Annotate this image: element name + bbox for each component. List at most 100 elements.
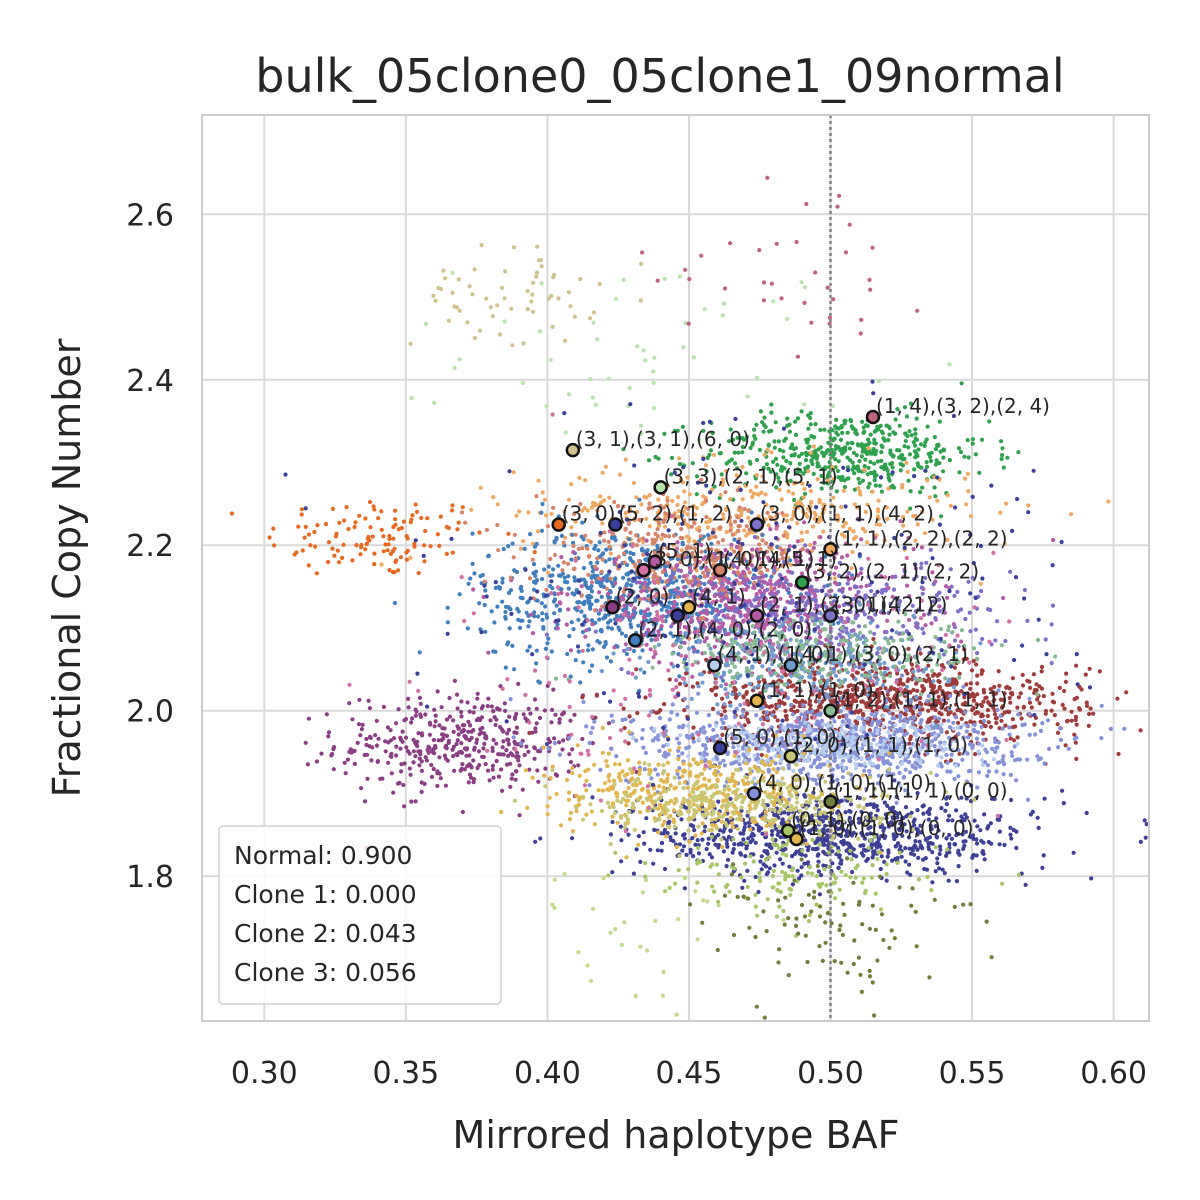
data-point: [488, 718, 493, 723]
data-point: [714, 685, 719, 690]
data-point: [951, 720, 956, 725]
data-point: [507, 714, 512, 719]
data-point: [639, 431, 644, 436]
data-point: [765, 617, 770, 622]
data-point: [729, 546, 734, 551]
data-point: [580, 520, 585, 525]
data-point: [785, 532, 790, 537]
data-point: [772, 598, 777, 604]
data-point: [468, 723, 473, 728]
data-point: [1027, 696, 1032, 701]
data-point: [785, 469, 790, 475]
data-point: [530, 292, 535, 297]
data-point: [919, 545, 925, 550]
data-point: [568, 304, 573, 309]
data-point: [948, 503, 954, 508]
data-point: [757, 248, 762, 253]
data-point: [852, 584, 858, 589]
data-point: [495, 604, 500, 609]
data-point: [746, 508, 751, 513]
data-point: [978, 581, 983, 586]
data-point: [719, 472, 724, 477]
data-point: [621, 575, 626, 580]
data-point: [736, 450, 741, 455]
data-point: [754, 457, 760, 463]
data-point: [934, 773, 939, 778]
data-point: [789, 517, 795, 522]
data-point: [731, 586, 736, 591]
data-point: [431, 766, 436, 772]
data-point: [781, 584, 786, 590]
data-point: [1025, 797, 1030, 803]
data-point: [540, 501, 545, 507]
data-point: [778, 468, 784, 473]
data-point: [387, 568, 392, 573]
data-point: [1064, 671, 1069, 676]
data-point: [454, 752, 459, 757]
data-point: [763, 424, 768, 430]
data-point: [726, 631, 731, 637]
data-point: [413, 713, 418, 718]
data-point: [832, 476, 837, 481]
data-point: [597, 617, 602, 622]
data-point: [770, 607, 775, 612]
data-point: [777, 479, 782, 484]
data-point: [922, 443, 927, 448]
data-point: [777, 447, 783, 453]
data-point: [915, 625, 920, 630]
data-point: [772, 586, 777, 591]
data-point: [921, 631, 926, 636]
data-point: [776, 475, 781, 480]
data-point: [745, 394, 750, 399]
data-point: [559, 555, 564, 560]
data-point: [503, 665, 508, 670]
data-point: [683, 267, 688, 272]
data-point: [628, 583, 634, 588]
data-point: [486, 650, 491, 655]
data-point: [469, 735, 474, 741]
data-point: [860, 419, 865, 424]
data-point: [517, 625, 523, 631]
data-point: [508, 784, 513, 790]
data-point: [945, 537, 950, 543]
data-point: [409, 396, 414, 401]
data-point: [553, 552, 558, 558]
data-point: [1001, 465, 1006, 470]
data-point: [477, 530, 482, 535]
data-point: [363, 547, 368, 552]
data-point: [627, 385, 632, 390]
data-point: [518, 546, 524, 551]
data-point: [710, 688, 715, 693]
data-point: [1019, 716, 1024, 721]
data-point: [884, 505, 890, 510]
data-point: [649, 637, 654, 643]
data-point: [712, 644, 718, 649]
data-point: [1031, 672, 1036, 677]
data-point: [445, 605, 450, 610]
data-point: [413, 754, 418, 759]
data-point: [404, 550, 409, 555]
data-point: [589, 594, 594, 600]
data-point: [994, 720, 999, 726]
data-point: [660, 579, 665, 584]
data-point: [642, 596, 647, 601]
data-point: [805, 548, 810, 553]
data-point: [443, 756, 448, 761]
data-point: [891, 587, 897, 592]
data-point: [819, 486, 824, 491]
data-point: [522, 546, 527, 552]
data-point: [717, 576, 722, 581]
data-point: [303, 524, 308, 530]
data-point: [757, 556, 762, 561]
data-point: [710, 706, 716, 712]
data-point: [398, 555, 403, 560]
data-point: [576, 763, 581, 768]
data-point: [924, 464, 930, 469]
data-point: [534, 494, 539, 499]
data-point: [966, 489, 971, 494]
data-point: [786, 587, 791, 592]
data-point: [730, 532, 735, 537]
data-point: [545, 615, 550, 620]
data-point: [472, 571, 477, 576]
data-point: [419, 515, 424, 521]
